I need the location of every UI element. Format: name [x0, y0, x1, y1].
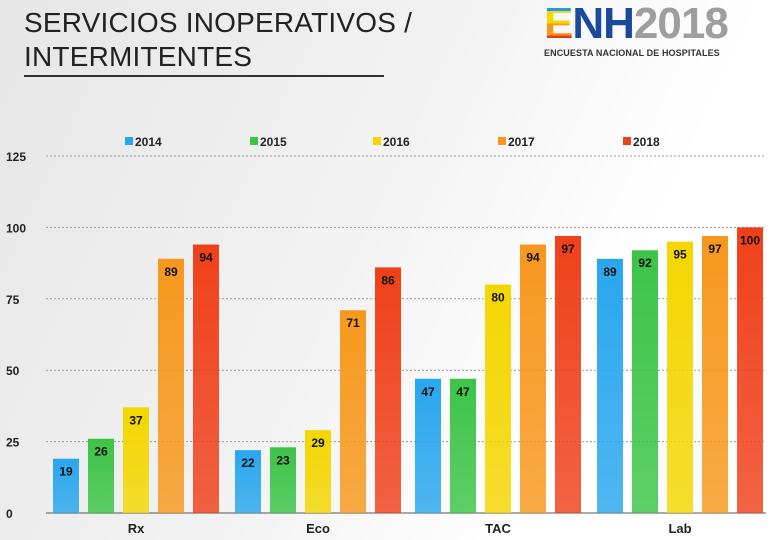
- data-label-Lab-2014: 89: [603, 265, 617, 279]
- y-tick-50: 50: [6, 364, 20, 378]
- bar-Lab-2016: [667, 241, 693, 513]
- bar-Eco-2014: [235, 450, 261, 513]
- legend-label-2014: 2014: [135, 135, 162, 149]
- bar-Rx-2017: [158, 258, 184, 513]
- bar-chart: 0 25 50 75 100 125 2014 2015 2016 2017 2018 19 26 37 8…: [6, 135, 766, 536]
- data-label-TAC-2017: 94: [526, 251, 540, 265]
- slide-title-line1: SERVICIOS INOPERATIVOS /: [24, 7, 413, 38]
- bar-Eco-2015: [270, 447, 296, 513]
- x-tick-Eco: Eco: [306, 521, 330, 536]
- data-label-TAC-2014: 47: [421, 385, 435, 399]
- bar-Lab-2014: [597, 258, 623, 513]
- bar-Lab-2018: [737, 227, 763, 513]
- data-label-TAC-2015: 47: [456, 385, 470, 399]
- legend-swatch-2015: [250, 137, 258, 145]
- bar-TAC-2015: [450, 378, 476, 513]
- logo-nh: NH: [572, 0, 635, 48]
- data-label-Rx-2014: 19: [59, 465, 73, 479]
- data-label-Eco-2016: 29: [311, 436, 325, 450]
- bar-TAC-2014: [415, 378, 441, 513]
- x-tick-Lab: Lab: [668, 521, 691, 536]
- logo-year: 2018: [633, 0, 729, 48]
- data-label-TAC-2016: 80: [491, 291, 505, 305]
- legend-label-2015: 2015: [260, 135, 287, 149]
- legend-swatch-2017: [498, 137, 506, 145]
- bar-Rx-2015: [88, 438, 114, 513]
- bar-TAC-2016: [485, 284, 511, 513]
- title-underline: [24, 75, 384, 77]
- data-label-Lab-2017: 97: [708, 242, 722, 256]
- y-tick-0: 0: [6, 507, 13, 521]
- bar-TAC-2018: [555, 235, 581, 513]
- data-label-Lab-2016: 95: [673, 248, 687, 262]
- y-tick-100: 100: [6, 221, 26, 235]
- y-tick-75: 75: [6, 293, 20, 307]
- slide-title-line2: INTERMITENTES: [24, 41, 253, 72]
- data-label-Rx-2015: 26: [94, 445, 108, 459]
- data-label-Eco-2015: 23: [276, 453, 290, 467]
- data-label-Lab-2015: 92: [638, 256, 652, 270]
- data-label-Rx-2016: 37: [129, 413, 143, 427]
- bar-Lab-2017: [702, 235, 728, 513]
- bar-Eco-2016: [305, 430, 331, 513]
- legend-label-2018: 2018: [633, 135, 660, 149]
- y-tick-125: 125: [6, 150, 26, 164]
- x-tick-Rx: Rx: [128, 521, 145, 536]
- bar-Lab-2015: [632, 250, 658, 514]
- data-label-Eco-2014: 22: [241, 456, 255, 470]
- logo-mark: ENH2018: [544, 2, 764, 46]
- logo-e: E: [544, 0, 573, 48]
- legend-label-2016: 2016: [383, 135, 410, 149]
- data-label-Eco-2017: 71: [346, 316, 360, 330]
- data-label-Rx-2018: 94: [199, 251, 213, 265]
- legend-swatch-2018: [623, 137, 631, 145]
- bar-Eco-2018: [375, 267, 401, 513]
- data-label-Eco-2018: 86: [381, 273, 395, 287]
- slide-title: SERVICIOS INOPERATIVOS / INTERMITENTES: [24, 6, 412, 74]
- data-label-TAC-2018: 97: [561, 242, 575, 256]
- legend-swatch-2016: [373, 137, 381, 145]
- bar-Rx-2016: [123, 407, 149, 513]
- y-tick-25: 25: [6, 436, 20, 450]
- bar-Rx-2018: [193, 244, 219, 513]
- legend-label-2017: 2017: [508, 135, 535, 149]
- x-tick-TAC: TAC: [485, 521, 511, 536]
- bar-Eco-2017: [340, 310, 366, 513]
- enh-logo: ENH2018 ENCUESTA NACIONAL DE HOSPITALES: [544, 2, 764, 66]
- bar-Rx-2014: [53, 458, 79, 513]
- bar-TAC-2017: [520, 244, 546, 513]
- legend-swatch-2014: [125, 137, 133, 145]
- logo-subtitle: ENCUESTA NACIONAL DE HOSPITALES: [544, 48, 720, 58]
- data-label-Lab-2018: 100: [740, 233, 760, 247]
- data-label-Rx-2017: 89: [164, 265, 178, 279]
